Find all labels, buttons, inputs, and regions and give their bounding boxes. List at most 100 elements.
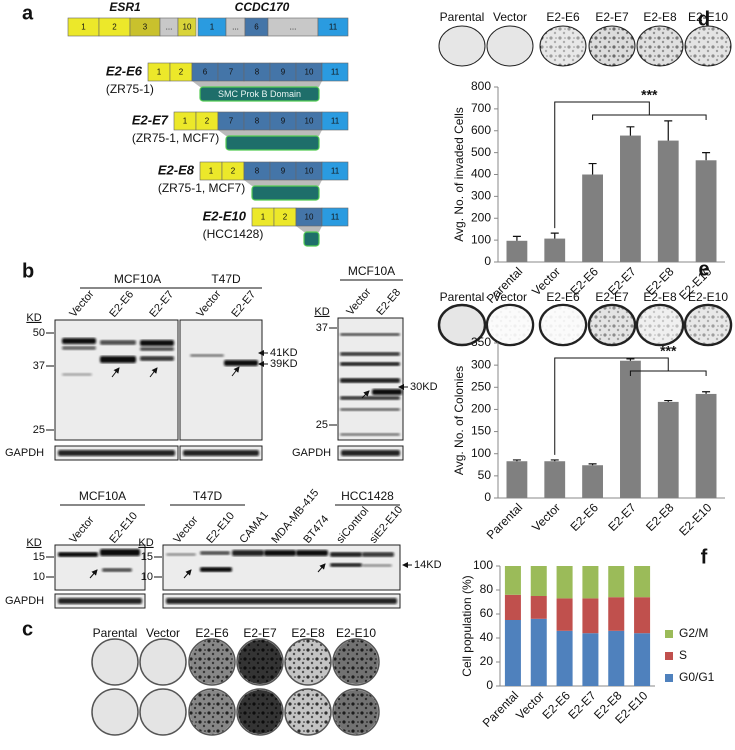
colony-well: [139, 638, 187, 686]
lane-label: Vector: [67, 514, 96, 546]
exon-label: 2: [231, 167, 236, 176]
condition-label: E2-E6: [546, 290, 580, 304]
blot-band: [100, 549, 140, 556]
fusion-cell-lines: (ZR75-1, MCF7): [158, 181, 245, 195]
colony-well: [284, 638, 332, 686]
x-tick-label: E2-E6: [539, 688, 573, 722]
arrow: [89, 569, 98, 579]
bar: [620, 135, 641, 262]
significance-bracket: [554, 101, 707, 229]
well-density: [541, 27, 585, 65]
condition-label: E2-E10: [336, 626, 376, 640]
well-image: [588, 25, 636, 67]
blot-band: [224, 360, 258, 366]
bar-segment: [582, 598, 599, 634]
bar-segment: [556, 630, 573, 686]
gapdh-label: GAPDH: [5, 595, 44, 607]
exon-label: 1: [157, 68, 162, 77]
blot-band: [62, 338, 96, 344]
well-density: [638, 27, 682, 65]
condition-label: E2-E10: [688, 290, 728, 304]
colony-well: [332, 638, 380, 686]
blot-band: [140, 347, 174, 351]
panel-letter: a: [22, 2, 34, 24]
exon-label: 10: [305, 68, 314, 77]
panel-letter: b: [22, 260, 34, 282]
bar-segment: [582, 633, 599, 686]
bar-segment: [582, 566, 599, 599]
x-tick-label: Vector: [529, 500, 563, 534]
blot-band: [296, 550, 328, 556]
y-tick-label: 80: [480, 582, 494, 596]
exon-label: 10: [305, 167, 314, 176]
exon-label: 1: [183, 117, 188, 126]
exon-label: 7: [229, 117, 234, 126]
x-tick-label: E2-E7: [565, 688, 599, 722]
marker-label: 10: [33, 571, 45, 583]
marker-label: 37: [316, 322, 328, 334]
bar-segment: [530, 596, 547, 619]
exon-label: 9: [281, 117, 286, 126]
condition-label: E2-E7: [595, 290, 629, 304]
well-density: [638, 306, 682, 344]
well-image: [486, 25, 534, 67]
domain-shade: [244, 180, 322, 186]
domain: [251, 185, 320, 201]
fusion-name: E2-E10: [203, 208, 247, 223]
well-density: [488, 306, 532, 344]
y-tick-label: 200: [471, 210, 491, 224]
condition-label: Parental: [440, 290, 485, 304]
exon: [177, 17, 197, 37]
panel-letter: f: [701, 546, 708, 568]
bar: [620, 360, 641, 498]
lane-label: E2-E10: [107, 510, 140, 546]
arrow: [361, 390, 370, 399]
colony-density: [334, 640, 378, 684]
significance-bracket: [554, 357, 707, 455]
y-tick-label: 40: [480, 630, 494, 644]
blot-band: [62, 373, 92, 376]
blot-band: [340, 378, 400, 383]
legend-label: S: [679, 648, 687, 662]
y-axis-label: Cell population (%): [460, 575, 474, 676]
y-axis-label: Avg. No. of invaded Cells: [452, 107, 466, 242]
exon-label: 2: [205, 117, 210, 126]
lane-label: Vector: [344, 286, 373, 318]
x-tick-label: Vector: [513, 688, 547, 722]
exon: [321, 161, 349, 181]
well-density: [686, 306, 730, 344]
x-tick-label: E2-E10: [676, 500, 714, 538]
error-bar: [550, 232, 559, 239]
y-tick-label: 400: [471, 167, 491, 181]
blot-band: [183, 450, 259, 456]
condition-label: Parental: [93, 626, 138, 640]
exon-label: 1: [209, 167, 214, 176]
exon-label: 8: [255, 117, 260, 126]
marker-label: 37: [33, 360, 45, 372]
y-tick-label: 60: [480, 606, 494, 620]
marker-label: 10: [141, 571, 153, 583]
exon-label: 1: [81, 23, 86, 32]
y-tick-label: 50: [478, 468, 492, 482]
domain: [199, 86, 320, 102]
bar: [695, 393, 717, 498]
blot-band: [140, 340, 174, 346]
colony-density: [286, 640, 330, 684]
y-tick-label: 700: [471, 101, 491, 115]
marker-label: 15: [33, 551, 45, 563]
well-density: [590, 306, 634, 344]
legend-label: G0/G1: [679, 670, 715, 684]
lane-label: BT474: [301, 513, 331, 546]
exon-label: 1: [210, 23, 215, 32]
fusion-name: E2-E8: [158, 162, 195, 177]
panel-letter: c: [22, 618, 33, 640]
blot-band: [330, 563, 362, 567]
exon-label: 10: [305, 213, 314, 222]
exon-label: ...: [166, 23, 173, 32]
error-bar: [512, 459, 521, 462]
cell-line: T47D: [193, 489, 223, 503]
band-size: 30KD: [410, 381, 438, 393]
bar: [582, 465, 603, 498]
condition-label: E2-E8: [291, 626, 325, 640]
blot-band: [232, 550, 264, 556]
